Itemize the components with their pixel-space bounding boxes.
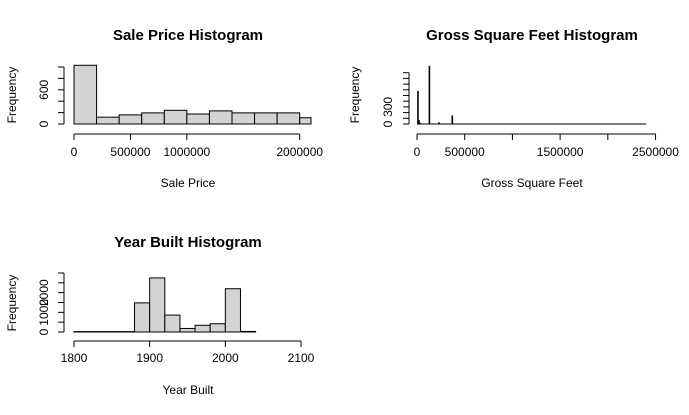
chart-1-x-tick-label-1: 0: [71, 145, 78, 159]
chart-2-xlabel: Gross Square Feet: [481, 176, 583, 190]
chart-1-bar-5: [163, 109, 188, 125]
chart-3-bar-3: [149, 277, 166, 333]
chart-3-y-tick-label-1: 0: [37, 328, 51, 335]
chart-3-y-tick-label-2: 1000: [37, 299, 51, 326]
chart-1-bar-2: [96, 116, 120, 125]
chart-1-bar-7: [208, 110, 233, 125]
chart-3-bar-4: [164, 314, 181, 333]
chart-1-title: Sale Price Histogram: [113, 27, 263, 44]
chart-1-bar-4: [141, 112, 165, 125]
chart-3-bar-7: [209, 323, 226, 333]
chart-2-y-tick-label-2: 300: [381, 97, 395, 117]
chart-1-bar-3: [118, 114, 143, 125]
chart-1-bar-6: [186, 113, 210, 125]
chart-1-bar-11: [299, 117, 312, 125]
chart-2-x-tick-label-2: 500000: [445, 145, 485, 159]
chart-1-bar-8: [231, 112, 256, 125]
chart-2-title: Gross Square Feet Histogram: [426, 27, 638, 44]
chart-1-bar-9: [254, 112, 278, 125]
chart-2-x-tick-label-6: 2500000: [632, 145, 679, 159]
chart-3-title: Year Built Histogram: [114, 234, 262, 251]
chart-1-y-tick-label-2: 600: [37, 79, 51, 99]
chart-1-x-tick-label-3: 1000000: [163, 145, 210, 159]
chart-2-y-tick-label-1: 0: [381, 120, 395, 127]
chart-1-bar-1: [73, 64, 98, 125]
chart-3-bar-8: [224, 288, 241, 333]
chart-2-ylabel: Frequency: [348, 67, 362, 124]
chart-1-y-tick-label-1: 0: [37, 120, 51, 127]
chart-3-bar-2: [134, 302, 151, 333]
chart-3-xlabel: Year Built: [163, 383, 215, 397]
chart-3-bar-9: [239, 330, 257, 333]
chart-3-x-tick-label-2: 1900: [136, 351, 163, 365]
chart-3-x-tick-label-3: 2000: [212, 351, 239, 365]
chart-2-x-tick-label-1: 0: [414, 145, 421, 159]
chart-1-x-tick-label-4: 2000000: [276, 145, 323, 159]
chart-3-bar-6: [194, 324, 211, 333]
chart-3-y-tick-label-3: 2000: [37, 279, 51, 306]
chart-1-x-tick-label-2: 500000: [110, 145, 150, 159]
chart-1-bar-10: [276, 112, 301, 125]
chart-2-x-tick-label-4: 1500000: [537, 145, 584, 159]
chart-1-xlabel: Sale Price: [161, 176, 216, 190]
chart-3-x-tick-label-1: 1800: [61, 351, 88, 365]
chart-1-ylabel: Frequency: [5, 67, 19, 124]
chart-3-x-tick-label-4: 2100: [288, 351, 315, 365]
chart-3-bar-5: [179, 327, 196, 333]
chart-3-ylabel: Frequency: [5, 275, 19, 332]
